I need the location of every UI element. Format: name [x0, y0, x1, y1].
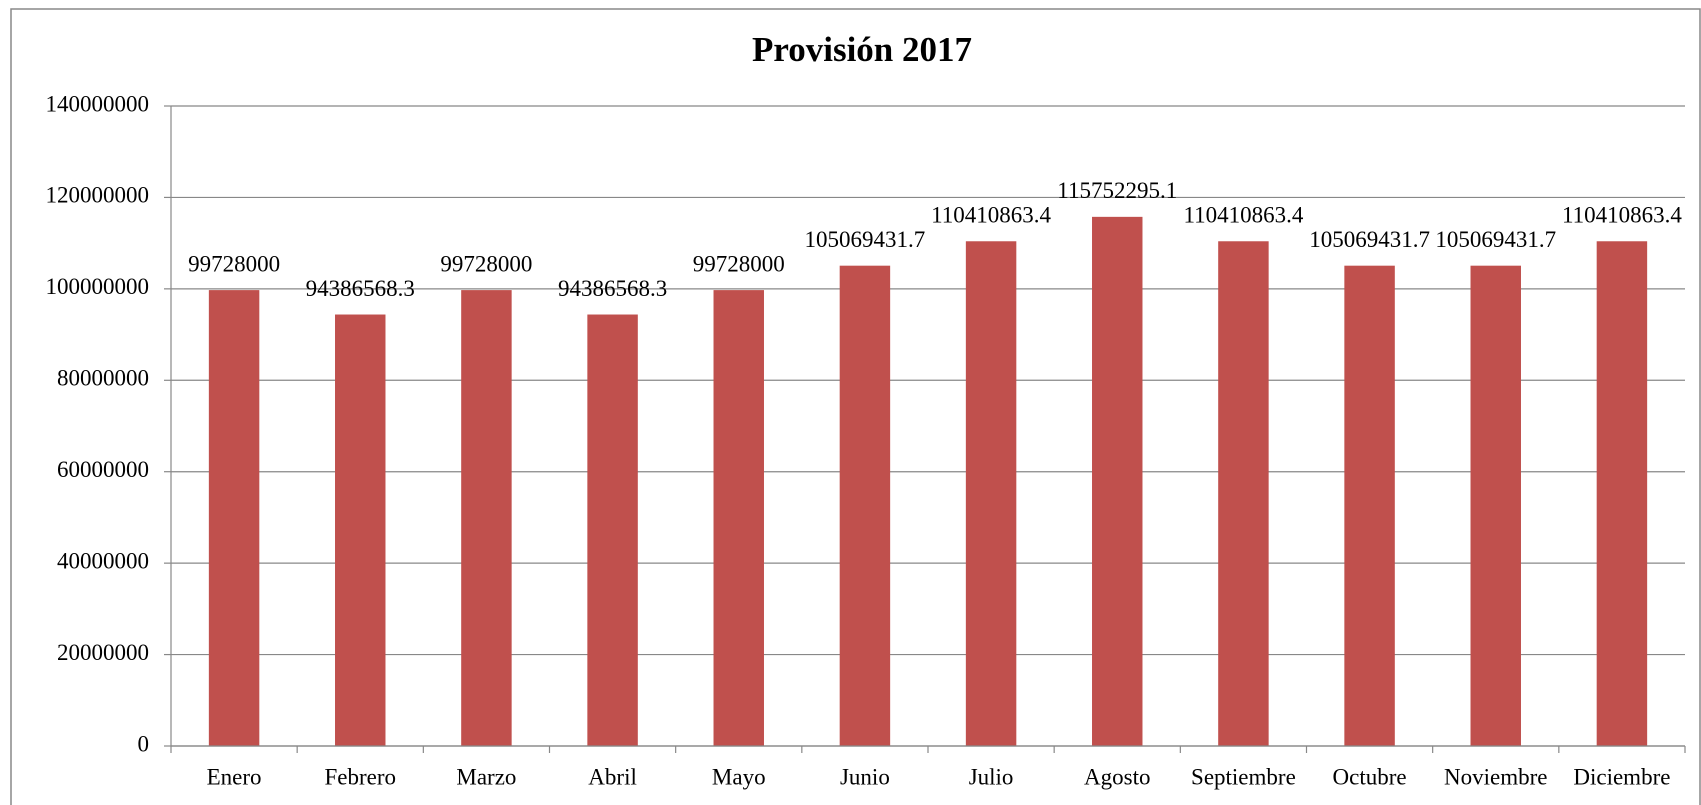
y-tick-label: 140000000: [46, 91, 150, 116]
data-label: 110410863.4: [931, 203, 1051, 228]
chart-title: Provisión 2017: [752, 30, 972, 69]
x-tick-label: Abril: [588, 764, 637, 789]
y-tick-label: 120000000: [46, 183, 150, 208]
data-label: 94386568.3: [306, 276, 415, 301]
x-tick-label: Enero: [207, 764, 262, 789]
data-label: 99728000: [693, 251, 785, 276]
bar: [1470, 265, 1521, 746]
y-tick-label: 0: [138, 731, 150, 756]
y-tick-label: 60000000: [57, 457, 149, 482]
data-label: 94386568.3: [558, 276, 667, 301]
data-label: 105069431.7: [805, 227, 926, 252]
data-label: 110410863.4: [1562, 203, 1682, 228]
bar: [839, 265, 891, 746]
bar: [1596, 241, 1648, 746]
x-tick-label: Septiembre: [1191, 764, 1296, 789]
data-label: 105069431.7: [1309, 227, 1430, 252]
data-label: 99728000: [440, 251, 532, 276]
data-label: 115752295.1: [1057, 178, 1177, 203]
bar: [965, 241, 1017, 746]
bar: [587, 314, 638, 746]
data-label: 110410863.4: [1183, 203, 1303, 228]
bar: [713, 290, 764, 746]
bar: [335, 314, 386, 746]
x-tick-label: Julio: [969, 764, 1014, 789]
x-tick-label: Diciembre: [1573, 764, 1670, 789]
bar: [1218, 241, 1269, 746]
x-tick-label: Junio: [840, 764, 890, 789]
bar: [208, 290, 260, 746]
bar: [1344, 265, 1395, 746]
x-tick-label: Febrero: [324, 764, 396, 789]
x-tick-label: Noviembre: [1444, 764, 1547, 789]
x-tick-label: Mayo: [712, 764, 766, 789]
y-tick-label: 100000000: [46, 274, 150, 299]
y-tick-label: 20000000: [57, 640, 149, 665]
x-tick-label: Octubre: [1333, 764, 1407, 789]
bar: [461, 290, 512, 746]
y-tick-label: 80000000: [57, 366, 149, 391]
x-tick-label: Agosto: [1084, 764, 1150, 789]
bar: [1092, 216, 1143, 746]
x-tick-label: Marzo: [456, 764, 516, 789]
y-tick-label: 40000000: [57, 548, 149, 573]
data-label: 99728000: [188, 251, 280, 276]
data-label: 105069431.7: [1435, 227, 1556, 252]
